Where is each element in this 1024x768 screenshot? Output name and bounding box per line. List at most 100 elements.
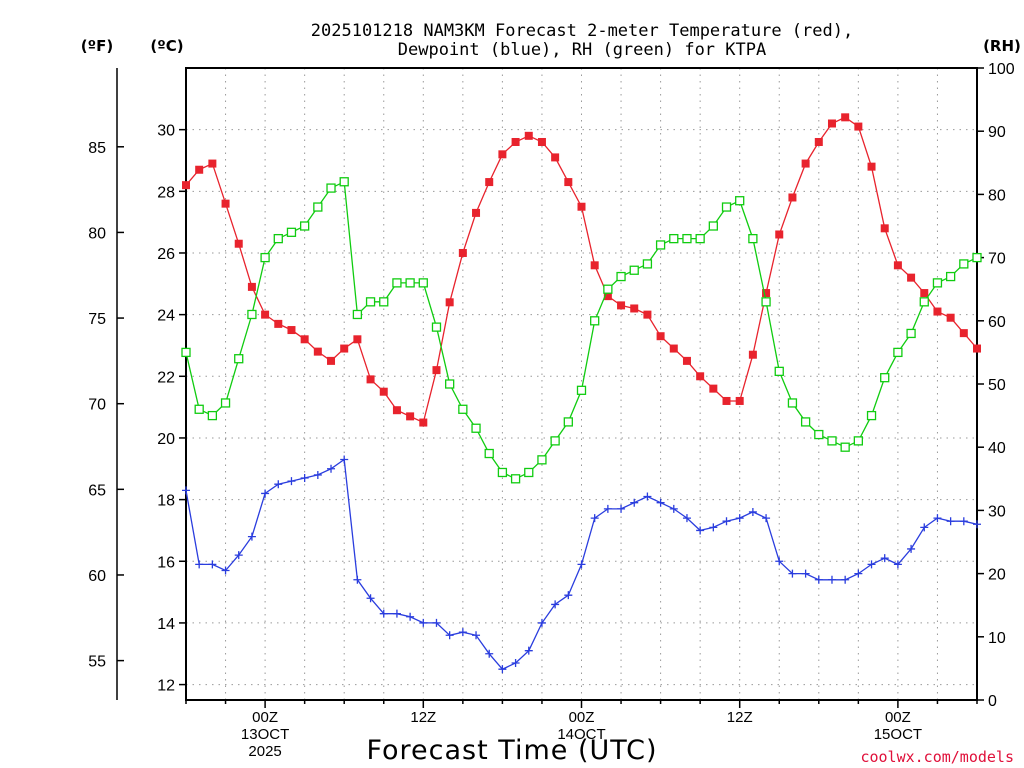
rh-point (458, 404, 468, 414)
dewpoint-point (775, 557, 784, 566)
temperature-point (946, 313, 955, 322)
rh-point (181, 347, 191, 358)
fahrenheit-tick-label: 70 (88, 397, 106, 414)
dewpoint-point (590, 514, 599, 523)
rh-point (313, 202, 323, 212)
rh-point (286, 227, 297, 237)
rh-point (629, 265, 639, 275)
rh-tick-label: 0 (988, 693, 997, 710)
rh-point (708, 221, 718, 231)
dewpoint-point (564, 591, 573, 600)
temperature-point (537, 137, 546, 146)
rh-point (194, 404, 204, 414)
dewpoint-point (353, 575, 362, 584)
dewpoint-point (907, 544, 916, 553)
dewpoint-point (537, 618, 546, 627)
rh-point (445, 379, 455, 389)
dewpoint-point (867, 560, 876, 569)
dewpoint-point (274, 480, 283, 489)
rh-point (260, 252, 270, 263)
x-tick-label: 00Z (885, 709, 911, 726)
rh-tick-label: 100 (988, 61, 1015, 78)
rh-tick-label: 40 (988, 440, 1006, 457)
temperature-point (959, 329, 968, 338)
dewpoint-point (643, 492, 652, 501)
rh-point (590, 316, 600, 326)
dewpoint-point (392, 609, 401, 618)
dewpoint-point (748, 507, 757, 516)
temperature-point (907, 273, 916, 282)
temperature-point (300, 335, 309, 344)
dewpoint-point (973, 520, 981, 529)
dewpoint-point (445, 631, 454, 640)
fahrenheit-unit-label: (ºF) (81, 37, 113, 55)
rh-point (576, 385, 587, 395)
dewpoint-point (498, 665, 507, 674)
rh-point (721, 202, 732, 212)
temperature-point (722, 396, 731, 405)
dewpoint-point (195, 560, 204, 569)
series-dewpoint (182, 455, 981, 674)
rh-point (510, 474, 521, 484)
celsius-tick-label: 28 (157, 184, 175, 201)
dewpoint-point (208, 560, 217, 569)
temperature-point (498, 150, 507, 159)
temperature-point (617, 301, 626, 310)
credit-text: coolwx.com/models (860, 748, 1014, 766)
fahrenheit-tick-label: 80 (88, 225, 106, 242)
rh-tick-label: 50 (988, 377, 1006, 394)
dewpoint-point (946, 517, 955, 526)
temperature-point (775, 230, 784, 239)
rh-point (800, 417, 811, 427)
rh-point (220, 398, 231, 408)
rh-point (880, 373, 890, 383)
temperature-point (511, 137, 520, 146)
temperature-point (327, 356, 336, 365)
x-tick-label: 00Z (569, 709, 595, 726)
fahrenheit-tick-label: 60 (88, 568, 106, 585)
temperature-point (762, 289, 771, 298)
celsius-tick-label: 18 (157, 493, 175, 510)
rh-point (866, 410, 877, 421)
dewpoint-point (234, 551, 243, 560)
dewpoint-point (300, 474, 309, 483)
temperature-point (920, 289, 929, 298)
temperature-point (735, 396, 744, 405)
dewpoint-point (366, 594, 375, 603)
dewpoint-point (669, 504, 678, 513)
rh-point (695, 233, 705, 244)
x-tick-label: 00Z (252, 709, 278, 726)
temperature-point (696, 372, 705, 381)
dewpoint-point (735, 514, 744, 523)
rh-tick-label: 80 (988, 187, 1006, 204)
temperature-point (973, 344, 981, 353)
dewpoint-point (511, 659, 520, 668)
temperature-point (827, 119, 836, 128)
plot-frame (185, 67, 978, 701)
rh-point (431, 322, 442, 332)
temperature-point (182, 181, 190, 190)
dewpoint-point (406, 612, 415, 621)
temperature-point (788, 193, 797, 202)
temperature-point (340, 344, 349, 353)
dewpoint-point (577, 560, 586, 569)
chart-title-line-1: 2025101218 NAM3KM Forecast 2-meter Tempe… (311, 21, 853, 41)
series-temperature (182, 113, 981, 427)
temperature-point (274, 319, 283, 328)
rh-point (207, 410, 218, 421)
rh-tick-label: 70 (988, 251, 1006, 268)
temperature-point (709, 384, 718, 393)
fahrenheit-tick-label: 55 (88, 654, 106, 671)
celsius-tick-label: 12 (157, 678, 175, 695)
temperature-point (814, 137, 823, 146)
dewpoint-point (656, 498, 665, 507)
rh-point (524, 467, 534, 478)
rh-point (484, 448, 494, 459)
temperature-point (221, 199, 230, 208)
rh-point (840, 442, 850, 452)
x-tick-label: 12Z (410, 709, 436, 726)
rh-point (761, 297, 771, 307)
celsius-tick-label: 20 (157, 431, 175, 448)
temperature-point (195, 165, 204, 174)
dewpoint-point (340, 455, 349, 464)
